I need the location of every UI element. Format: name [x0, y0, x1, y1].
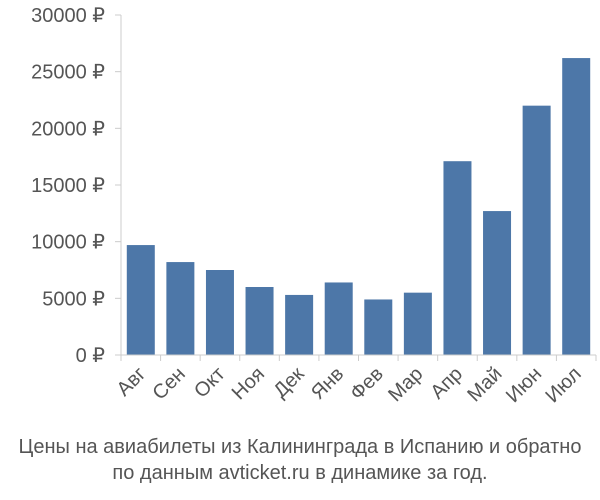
y-tick-label: 25000 ₽	[31, 62, 105, 84]
bar	[403, 292, 432, 355]
x-tick-label: Июн	[502, 363, 546, 407]
bar	[166, 262, 195, 355]
chart-caption-line-1: Цены на авиабилеты из Калининграда в Исп…	[18, 436, 582, 458]
bar	[126, 245, 155, 355]
bar	[285, 294, 314, 355]
bar	[443, 161, 472, 355]
bar	[324, 282, 353, 355]
y-tick-label: 20000 ₽	[31, 118, 105, 140]
bar	[483, 211, 512, 355]
x-tick-label: Ноя	[228, 363, 269, 404]
x-tick-label: Сен	[148, 363, 189, 404]
x-tick-label: Июл	[541, 363, 585, 407]
x-tick-label: Мар	[384, 363, 427, 406]
x-tick-label: Дек	[269, 363, 308, 402]
y-tick-label: 5000 ₽	[42, 288, 105, 310]
bar	[522, 105, 551, 356]
bar-chart: 0 ₽ 5000 ₽ 10000 ₽ 15000 ₽ 20000 ₽ 25000 ₽ 300…	[31, 5, 597, 407]
bar	[364, 299, 393, 355]
x-tick-label: Фев	[346, 363, 388, 405]
chart-caption-line-2: по данным avticket.ru в динамике за год.	[112, 462, 488, 484]
bar	[205, 270, 234, 355]
x-tick-label: Авг	[113, 363, 151, 401]
x-tick-label: Май	[463, 363, 506, 406]
bar	[245, 287, 274, 355]
x-tick-label: Окт	[190, 363, 229, 402]
bars	[126, 58, 591, 356]
x-tick-label: Янв	[307, 363, 348, 404]
y-tick-label: 0 ₽	[76, 345, 106, 367]
bar	[562, 58, 591, 356]
y-axis: 0 ₽ 5000 ₽ 10000 ₽ 15000 ₽ 20000 ₽ 25000 ₽ 300…	[31, 5, 122, 367]
x-tick-label: Апр	[426, 363, 467, 404]
y-tick-label: 15000 ₽	[31, 175, 105, 197]
y-tick-label: 10000 ₽	[31, 232, 105, 254]
y-tick-label: 30000 ₽	[31, 5, 105, 27]
